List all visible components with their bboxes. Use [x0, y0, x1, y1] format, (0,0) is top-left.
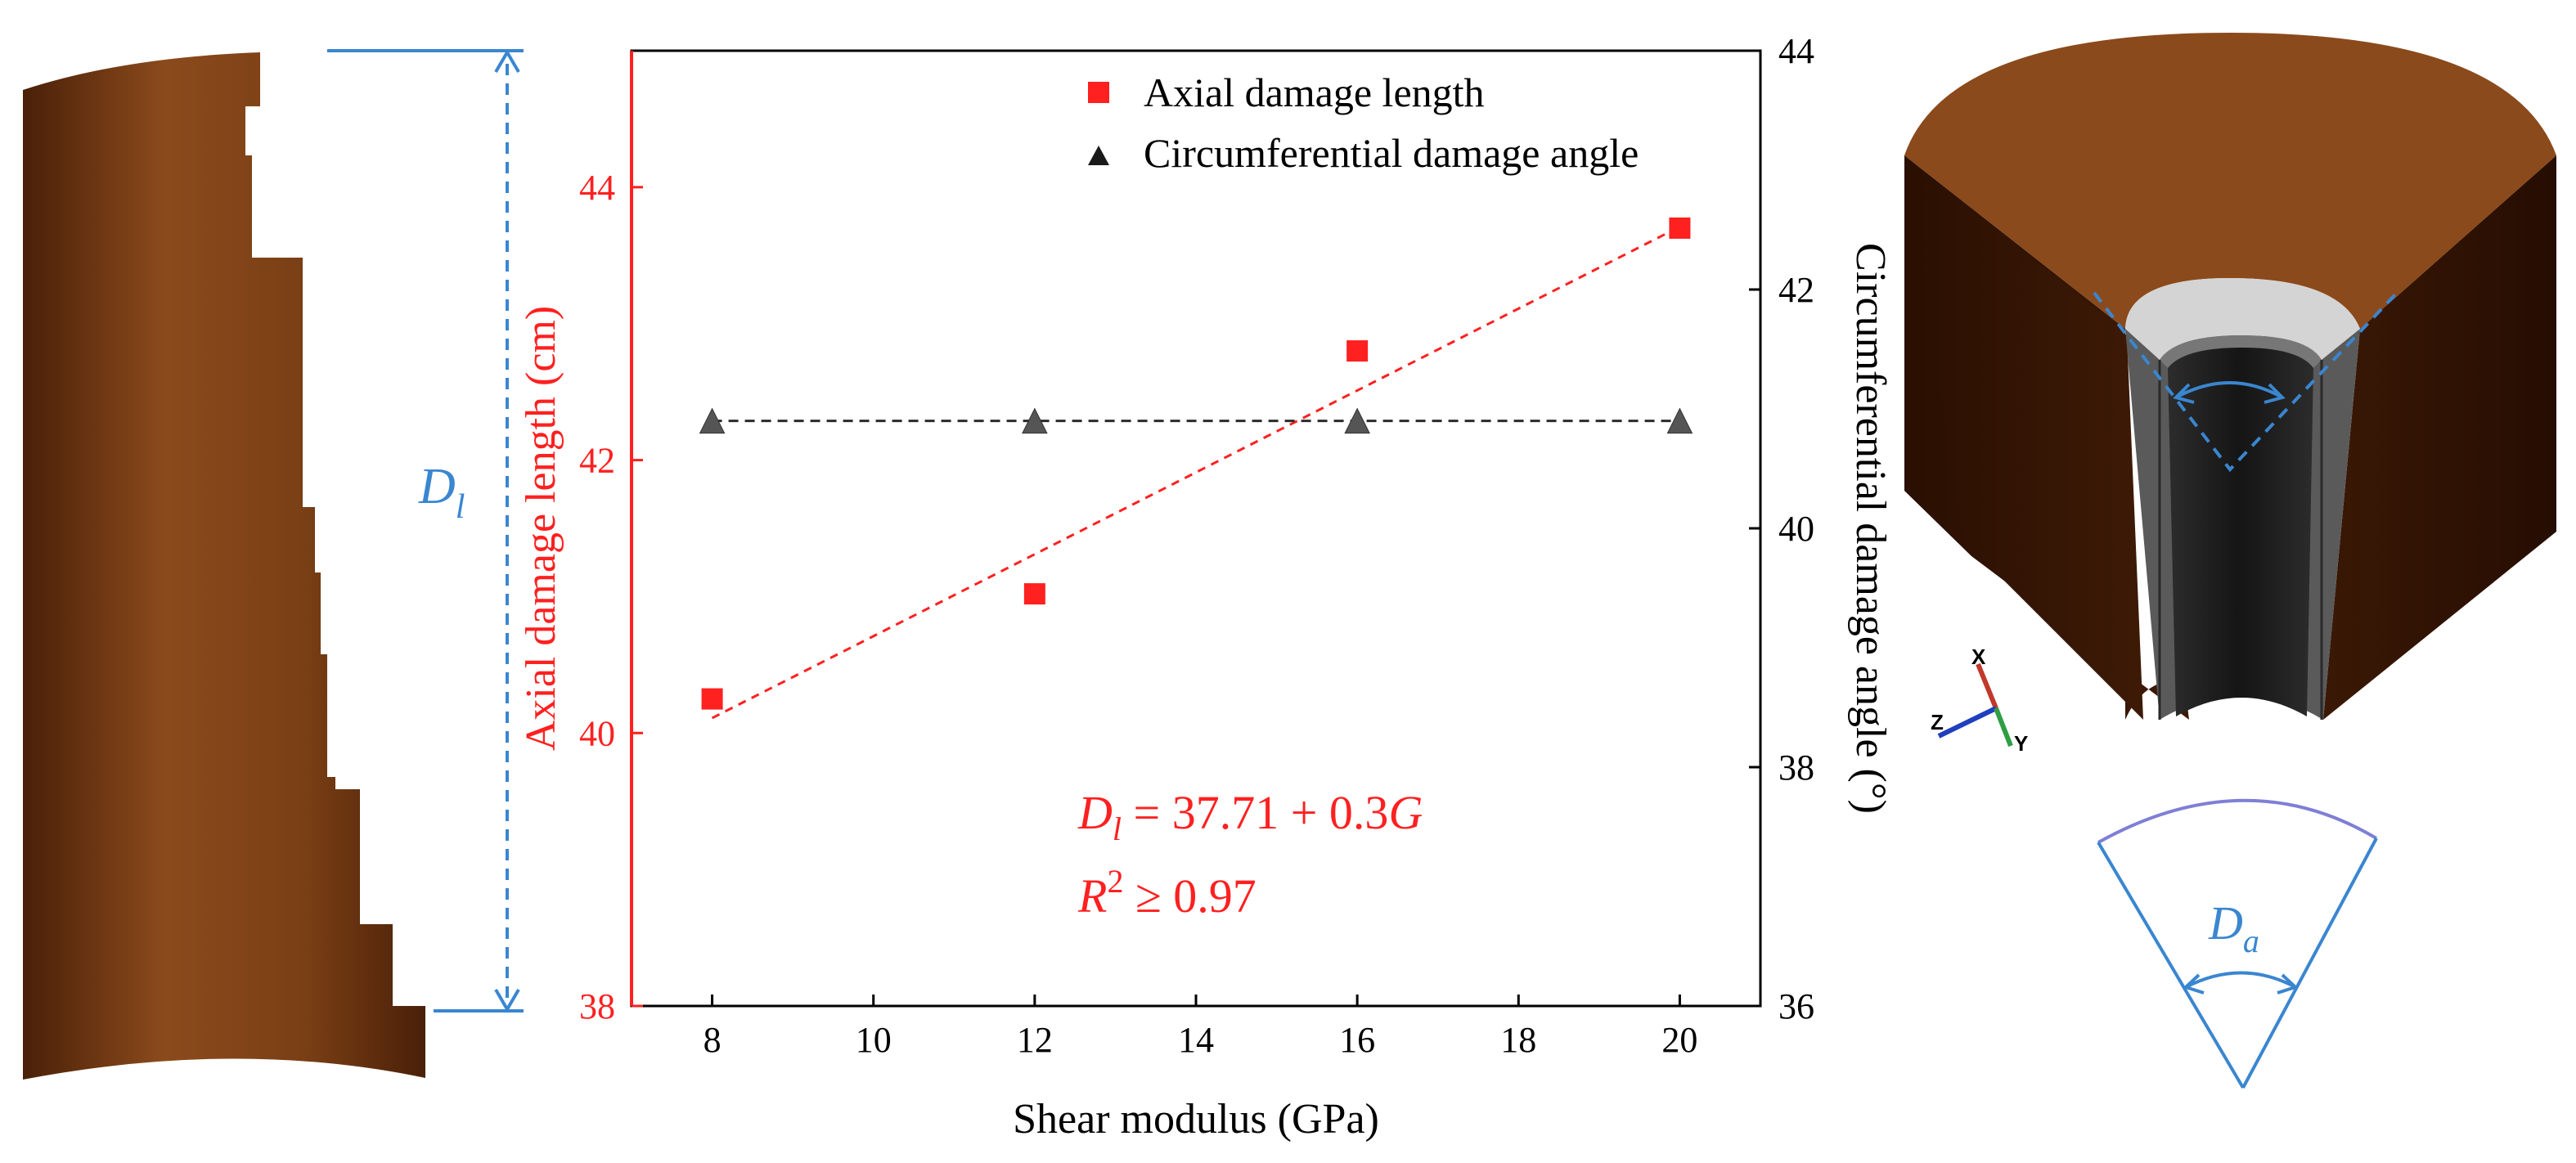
sector-arc [2097, 798, 2378, 844]
left-axis-ticks: 38 40 42 44 [579, 168, 643, 1026]
right-tick-label: 40 [1778, 509, 1814, 549]
left-tick-label: 42 [579, 441, 615, 481]
left-damage-panel: Dl [23, 49, 524, 1080]
x-tick-label: 14 [1178, 1020, 1214, 1060]
legend-label-axial: Axial damage length [1144, 70, 1485, 115]
sector-arrow-right-icon [2277, 973, 2299, 995]
arc-arrow-left-icon [2173, 383, 2195, 404]
axial-fit-line [711, 225, 1681, 720]
x-tick-label: 20 [1661, 1020, 1697, 1060]
sector-angle-arc [2185, 971, 2296, 989]
triad-label-x: X [1971, 644, 1986, 669]
circumferential-point [1666, 407, 1693, 434]
left-tick-label: 40 [579, 713, 615, 753]
damage-wedge-outline [2093, 291, 2398, 473]
left-tick-label: 44 [579, 168, 615, 208]
arc-arrow-right-icon [2264, 383, 2286, 404]
right-tick-label: 44 [1778, 31, 1814, 71]
right-tick-label: 36 [1778, 986, 1814, 1026]
damaged-rock-strip [23, 52, 425, 1080]
legend-square-icon [1088, 82, 1109, 103]
x-tick-label: 10 [856, 1020, 892, 1060]
sector-left-edge [2097, 841, 2245, 1089]
coordinate-triad: X Z Y [1931, 644, 2028, 756]
sector-arrow-left-icon [2183, 973, 2205, 995]
left-tick-label: 38 [579, 986, 615, 1026]
da-label: Da [2208, 896, 2259, 959]
right-3d-panel: X Z Y Da [1904, 33, 2556, 1089]
chart: 8 10 12 14 16 18 20 38 40 42 44 36 38 40 42 44 Shear … [518, 31, 1894, 1143]
right-tick-label: 38 [1778, 748, 1814, 788]
circumferential-point [1022, 407, 1048, 434]
right-tick-label: 42 [1778, 270, 1814, 310]
casing-inner-wall [2160, 335, 2322, 368]
plot-frame [630, 49, 1762, 1008]
right-axis-ticks: 36 38 40 42 44 [1749, 31, 1814, 1026]
x-axis-label: Shear modulus (GPa) [1013, 1096, 1379, 1143]
fit-lines [711, 225, 1681, 720]
dl-label: Dl [418, 459, 465, 526]
triad-label-y: Y [2014, 731, 2028, 756]
legend: Axial damage length Circumferential dama… [1088, 70, 1639, 176]
block-right-face [2323, 155, 2556, 720]
left-axis-label: Axial damage length (cm) [518, 306, 564, 751]
block-left-face-lower [1904, 155, 2143, 720]
sector-right-edge [2241, 837, 2378, 1089]
triad-y-axis [1994, 707, 2013, 748]
circumferential-point [699, 407, 726, 434]
axial-point [1669, 217, 1691, 239]
x-tick-label: 18 [1500, 1020, 1536, 1060]
legend-triangle-icon [1088, 146, 1109, 165]
dimension-arrow-down-icon [494, 988, 520, 1013]
borehole [2168, 348, 2313, 716]
x-tick-label: 12 [1017, 1020, 1053, 1060]
casing-ring [2125, 278, 2360, 360]
damage-angle-arc [2175, 381, 2283, 399]
r-squared: R2 ≥ 0.97 [1077, 863, 1257, 923]
dimension-arrow-up-icon [494, 49, 520, 74]
triad-z-axis [1937, 706, 1998, 739]
circumferential-point [1344, 407, 1370, 434]
right-axis-label: Circumferential damage angle (°) [1847, 243, 1894, 814]
sector-diagram: Da [2097, 798, 2378, 1089]
fit-equation: Dl = 37.71 + 0.3G [1077, 786, 1423, 847]
x-axis-ticks: 8 10 12 14 16 18 20 [704, 995, 1697, 1060]
block-top-face [1904, 33, 2556, 329]
x-tick-label: 16 [1339, 1020, 1375, 1060]
data-markers [699, 217, 1693, 710]
axial-point [1023, 583, 1045, 605]
x-tick-label: 8 [704, 1020, 722, 1060]
axial-point [701, 688, 723, 710]
axial-point [1346, 340, 1369, 362]
triad-label-z: Z [1931, 710, 1944, 734]
triad-x-axis [1976, 662, 1998, 710]
legend-label-circumferential: Circumferential damage angle [1144, 130, 1639, 176]
